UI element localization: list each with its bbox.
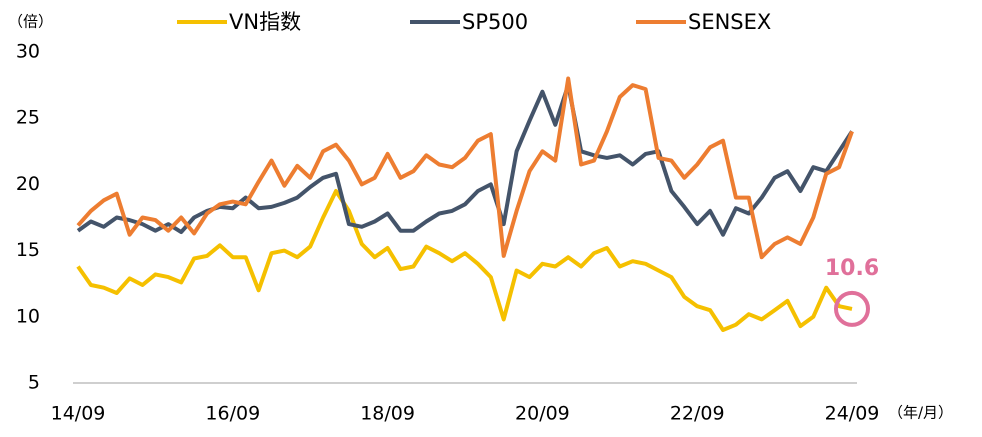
legend-label: SENSEX xyxy=(688,10,771,34)
x-tick-label: 24/09 xyxy=(825,403,880,425)
highlight-ring xyxy=(834,290,870,327)
y-tick-label: 20 xyxy=(16,173,40,195)
y-tick-label: 10 xyxy=(16,305,40,327)
x-tick-label: 14/09 xyxy=(51,403,106,425)
y-axis-label: （倍） xyxy=(8,13,53,31)
x-tick-label: 22/09 xyxy=(670,403,725,425)
x-tick-label: 20/09 xyxy=(515,403,570,425)
y-tick-label: 15 xyxy=(16,239,40,261)
x-axis-label: （年/月） xyxy=(888,404,953,422)
annotation: 10.6 xyxy=(825,256,879,281)
series-line xyxy=(76,83,854,237)
y-tick-label: 25 xyxy=(16,107,40,129)
legend-label: VN指数 xyxy=(229,10,301,34)
x-tick-label: 18/09 xyxy=(360,403,415,425)
y-tick-label: 5 xyxy=(28,372,40,394)
x-tick-label: 16/09 xyxy=(205,403,260,425)
series-line xyxy=(76,189,853,332)
legend-label: SP500 xyxy=(462,10,528,34)
series-line xyxy=(76,76,854,260)
y-tick-label: 30 xyxy=(16,41,40,63)
